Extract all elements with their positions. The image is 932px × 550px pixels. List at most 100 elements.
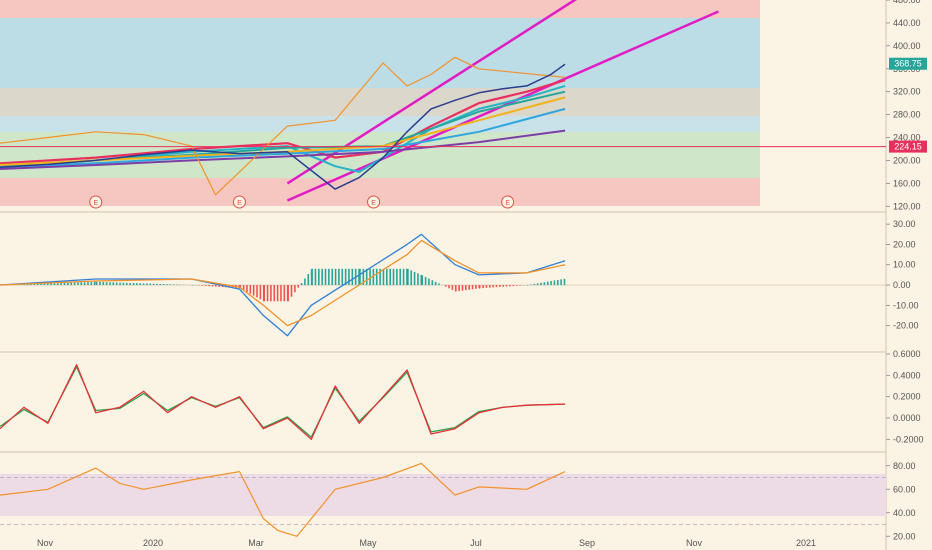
- rsi-band: [0, 474, 886, 516]
- macd-tick-label: -20.00: [893, 321, 919, 331]
- macd-histogram-bar: [119, 282, 121, 286]
- x-axis-label: May: [359, 538, 377, 548]
- macd-histogram-bar: [485, 285, 488, 288]
- macd-histogram-bar: [375, 268, 378, 286]
- macd-histogram-bar: [169, 284, 172, 286]
- macd-histogram-bar: [276, 285, 279, 302]
- moving-average-line-5: [0, 129, 566, 170]
- earnings-marker-label: E: [371, 200, 376, 207]
- macd-tick-label: 30.00: [893, 219, 916, 229]
- macd-histogram-bar: [159, 283, 162, 286]
- macd-histogram-bar: [434, 281, 437, 286]
- macd-histogram-bar: [90, 281, 93, 286]
- oscillator-tick-label: 0.0000: [893, 413, 921, 423]
- zone-blue: [0, 18, 760, 88]
- rsi-tick-label: 40.00: [893, 508, 916, 518]
- macd-histogram-bar: [176, 284, 178, 286]
- macd-tick-label: 10.00: [893, 260, 916, 270]
- macd-histogram-bar: [109, 282, 111, 286]
- macd-histogram-bar: [468, 285, 470, 290]
- macd-histogram-bar: [102, 282, 105, 286]
- x-axis-label: 2020: [143, 538, 163, 548]
- macd-histogram-bar: [46, 283, 49, 286]
- macd-histogram-bar: [246, 285, 248, 292]
- macd-histogram-bar: [341, 268, 344, 286]
- macd-histogram-bar: [328, 268, 330, 286]
- moving-average-line-4: [0, 107, 566, 169]
- price-tick-label: 320.00: [893, 87, 921, 97]
- macd-histogram-bar: [53, 283, 56, 286]
- rsi-line: [0, 462, 566, 537]
- macd-histogram-bar: [413, 271, 416, 286]
- macd-histogram-bar: [530, 284, 532, 286]
- macd-histogram-bar: [351, 268, 354, 286]
- macd-histogram-bar: [471, 285, 474, 290]
- oscillator-tick-label: 0.2000: [893, 392, 921, 402]
- macd-histogram-bar: [533, 283, 536, 286]
- macd-histogram-bar: [444, 285, 447, 287]
- macd-histogram-bar: [438, 283, 440, 286]
- macd-histogram-bar: [492, 285, 494, 288]
- macd-histogram-bar: [512, 285, 515, 287]
- macd-histogram-bar: [563, 278, 566, 286]
- marked-level-label: 224.15: [894, 142, 922, 152]
- macd-histogram-bar: [50, 283, 52, 286]
- price-line: [0, 63, 566, 190]
- macd-histogram-bar: [495, 285, 498, 288]
- macd-histogram-bar: [478, 285, 481, 289]
- earnings-marker-label: E: [93, 200, 98, 207]
- rsi-tick-label: 60.00: [893, 484, 916, 494]
- x-axis-label: 2021: [796, 538, 816, 548]
- macd-histogram-bar: [93, 281, 96, 286]
- macd-histogram-bar: [546, 281, 549, 286]
- macd-histogram-bar: [83, 282, 86, 286]
- macd-histogram-bar: [448, 285, 450, 289]
- macd-histogram-bar: [30, 284, 32, 286]
- macd-histogram-bar: [191, 285, 194, 286]
- macd-histogram-bar: [273, 285, 276, 302]
- macd-histogram-bar: [112, 282, 115, 286]
- macd-histogram-bar: [122, 282, 125, 286]
- macd-histogram-bar: [550, 281, 552, 286]
- macd-tick-label: 20.00: [893, 239, 916, 249]
- macd-histogram-bar: [283, 285, 286, 302]
- macd-histogram-bar: [556, 279, 559, 286]
- macd-histogram-bar: [379, 268, 381, 286]
- earnings-marker: [89, 195, 103, 209]
- axis-layer: 120.00160.00200.00240.00280.00320.00360.…: [37, 0, 927, 548]
- macd-histogram-bar: [304, 278, 306, 286]
- macd-histogram-bar: [139, 283, 141, 286]
- last-price-badge: [889, 57, 927, 70]
- macd-histogram-bar: [543, 282, 546, 286]
- price-tick-label: 400.00: [893, 41, 921, 51]
- macd-histogram-bar: [417, 273, 419, 286]
- macd-histogram-bar: [458, 285, 460, 292]
- earnings-marker: [367, 195, 381, 209]
- macd-histogram-bar: [536, 283, 539, 286]
- x-axis-label: Nov: [37, 538, 54, 548]
- macd-histogram-bar: [407, 268, 409, 286]
- macd-tick-label: -10.00: [893, 300, 919, 310]
- macd-histogram-bar: [553, 280, 556, 286]
- macd-histogram-bar: [99, 281, 101, 286]
- macd-histogram-bar: [372, 268, 375, 286]
- earnings-marker: [232, 195, 246, 209]
- macd-histogram-bar: [420, 274, 423, 286]
- macd-histogram-bar: [105, 282, 108, 286]
- macd-histogram-bar: [461, 285, 464, 291]
- macd-histogram-bar: [362, 268, 365, 286]
- x-axis-label: Nov: [686, 538, 703, 548]
- macd-histogram-bar: [540, 282, 542, 286]
- macd-histogram-bar: [334, 268, 337, 286]
- zone-gray: [0, 88, 760, 116]
- macd-histogram-bar: [136, 283, 138, 286]
- macd-tick-label: 0.00: [893, 280, 911, 290]
- oscillator-slow-line: [0, 366, 566, 438]
- macd-histogram-bar: [399, 268, 402, 286]
- macd-histogram-bar: [162, 284, 165, 286]
- x-axis-label: Jul: [470, 538, 482, 548]
- macd-histogram-bar: [389, 268, 391, 286]
- macd-histogram-bar: [211, 285, 214, 287]
